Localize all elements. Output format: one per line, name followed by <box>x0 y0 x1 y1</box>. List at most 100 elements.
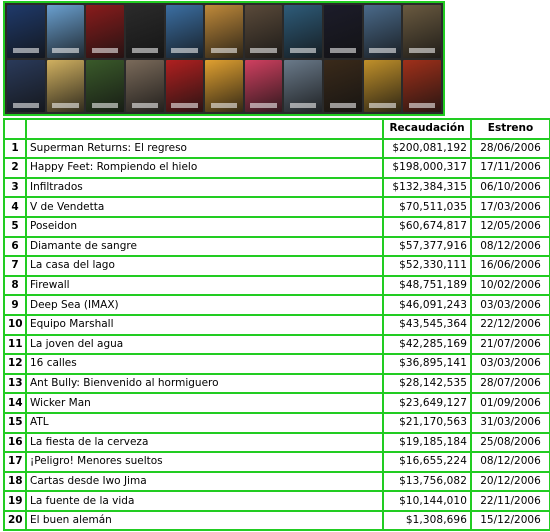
title-cell: La fuente de la vida <box>25 490 384 512</box>
release-date-cell: 03/03/2006 <box>470 294 550 316</box>
title-cell: Infiltrados <box>25 176 384 199</box>
rank-cell: 4 <box>3 196 27 218</box>
rank-cell: 10 <box>3 313 27 336</box>
title-cell: Poseidon <box>25 215 384 238</box>
gross-cell: $23,649,127 <box>382 392 472 414</box>
gross-cell: $13,756,082 <box>382 470 472 493</box>
table-row: 12 16 calles $36,895,141 03/03/2006 <box>3 353 550 375</box>
rank-cell: 17 <box>3 451 27 473</box>
movie-poster <box>125 59 164 112</box>
release-date-cell: 25/08/2006 <box>470 431 550 454</box>
header-release-date: Estreno <box>470 118 550 140</box>
movie-poster <box>7 59 45 112</box>
rank-cell: 8 <box>3 274 27 297</box>
table-row: 9 Deep Sea (IMAX) $46,091,243 03/03/2006 <box>3 294 550 316</box>
gross-cell: $10,144,010 <box>382 490 472 512</box>
movie-poster <box>205 5 243 58</box>
gross-cell: $70,511,035 <box>382 196 472 218</box>
movie-poster <box>165 59 204 112</box>
movie-poster <box>205 59 243 112</box>
table-row: 18 Cartas desde Iwo Jima $13,756,082 20/12/… <box>3 470 550 493</box>
rank-cell: 6 <box>3 235 27 258</box>
table-row: 20 El buen alemán $1,308,696 15/12/2006 <box>3 509 550 532</box>
box-office-table: Recaudación Estreno 1 Superman Returns: E… <box>3 118 550 532</box>
table-row: 5 Poseidon $60,674,817 12/05/2006 <box>3 215 550 238</box>
header-rank <box>3 118 27 140</box>
title-cell: Happy Feet: Rompiendo el hielo <box>25 157 384 179</box>
movie-poster <box>46 59 85 112</box>
gross-cell: $48,751,189 <box>382 274 472 297</box>
movie-poster <box>403 59 441 112</box>
rank-cell: 5 <box>3 215 27 238</box>
gross-cell: $16,655,224 <box>382 451 472 473</box>
title-cell: La fiesta de la cerveza <box>25 431 384 454</box>
gross-cell: $132,384,315 <box>382 176 472 199</box>
title-cell: Firewall <box>25 274 384 297</box>
movie-poster <box>403 5 441 58</box>
title-cell: La joven del agua <box>25 333 384 356</box>
movie-poster <box>284 59 323 112</box>
rank-cell: 14 <box>3 392 27 414</box>
table-row: 15 ATL $21,170,563 31/03/2006 <box>3 411 550 434</box>
movie-poster <box>244 5 283 58</box>
table-row: 6 Diamante de sangre $57,377,916 08/12/2006 <box>3 235 550 258</box>
movie-poster <box>244 59 283 112</box>
release-date-cell: 17/11/2006 <box>470 157 550 179</box>
gross-cell: $198,000,317 <box>382 157 472 179</box>
movie-poster <box>46 5 85 58</box>
title-cell: Superman Returns: El regreso <box>25 137 384 160</box>
movie-poster <box>284 5 323 58</box>
table-row: 14 Wicker Man $23,649,127 01/09/2006 <box>3 392 550 414</box>
rank-cell: 3 <box>3 176 27 199</box>
release-date-cell: 28/06/2006 <box>470 137 550 160</box>
table-row: 10 Equipo Marshall $43,545,364 22/12/2006 <box>3 313 550 336</box>
release-date-cell: 08/12/2006 <box>470 235 550 258</box>
table-row: 13 Ant Bully: Bienvenido al hormiguero $28… <box>3 372 550 395</box>
gross-cell: $200,081,192 <box>382 137 472 160</box>
movie-poster <box>363 59 402 112</box>
header-title <box>25 118 384 140</box>
rank-cell: 12 <box>3 353 27 375</box>
release-date-cell: 03/03/2006 <box>470 353 550 375</box>
gross-cell: $52,330,111 <box>382 255 472 277</box>
movie-poster <box>324 59 362 112</box>
gross-cell: $43,545,364 <box>382 313 472 336</box>
title-cell: La casa del lago <box>25 255 384 277</box>
rank-cell: 19 <box>3 490 27 512</box>
title-cell: Equipo Marshall <box>25 313 384 336</box>
gross-cell: $46,091,243 <box>382 294 472 316</box>
rank-cell: 13 <box>3 372 27 395</box>
rank-cell: 20 <box>3 509 27 532</box>
table-row: 11 La joven del agua $42,285,169 21/07/2006 <box>3 333 550 356</box>
table-row: 17 ¡Peligro! Menores sueltos $16,655,224 08… <box>3 451 550 473</box>
rank-cell: 7 <box>3 255 27 277</box>
release-date-cell: 10/02/2006 <box>470 274 550 297</box>
title-cell: El buen alemán <box>25 509 384 532</box>
poster-collage <box>3 1 445 116</box>
release-date-cell: 31/03/2006 <box>470 411 550 434</box>
title-cell: Cartas desde Iwo Jima <box>25 470 384 493</box>
gross-cell: $42,285,169 <box>382 333 472 356</box>
title-cell: 16 calles <box>25 353 384 375</box>
table-row: 16 La fiesta de la cerveza $19,185,184 25/0… <box>3 431 550 454</box>
gross-cell: $36,895,141 <box>382 353 472 375</box>
movie-poster <box>86 5 124 58</box>
table-header-row: Recaudación Estreno <box>3 118 550 140</box>
movie-poster <box>86 59 124 112</box>
release-date-cell: 15/12/2006 <box>470 509 550 532</box>
title-cell: Diamante de sangre <box>25 235 384 258</box>
release-date-cell: 20/12/2006 <box>470 470 550 493</box>
table-row: 8 Firewall $48,751,189 10/02/2006 <box>3 274 550 297</box>
gross-cell: $60,674,817 <box>382 215 472 238</box>
rank-cell: 16 <box>3 431 27 454</box>
title-cell: Ant Bully: Bienvenido al hormiguero <box>25 372 384 395</box>
gross-cell: $21,170,563 <box>382 411 472 434</box>
table-row: 7 La casa del lago $52,330,111 16/06/2006 <box>3 255 550 277</box>
movie-poster <box>324 5 362 58</box>
release-date-cell: 21/07/2006 <box>470 333 550 356</box>
release-date-cell: 06/10/2006 <box>470 176 550 199</box>
rank-cell: 2 <box>3 157 27 179</box>
title-cell: Wicker Man <box>25 392 384 414</box>
gross-cell: $19,185,184 <box>382 431 472 454</box>
